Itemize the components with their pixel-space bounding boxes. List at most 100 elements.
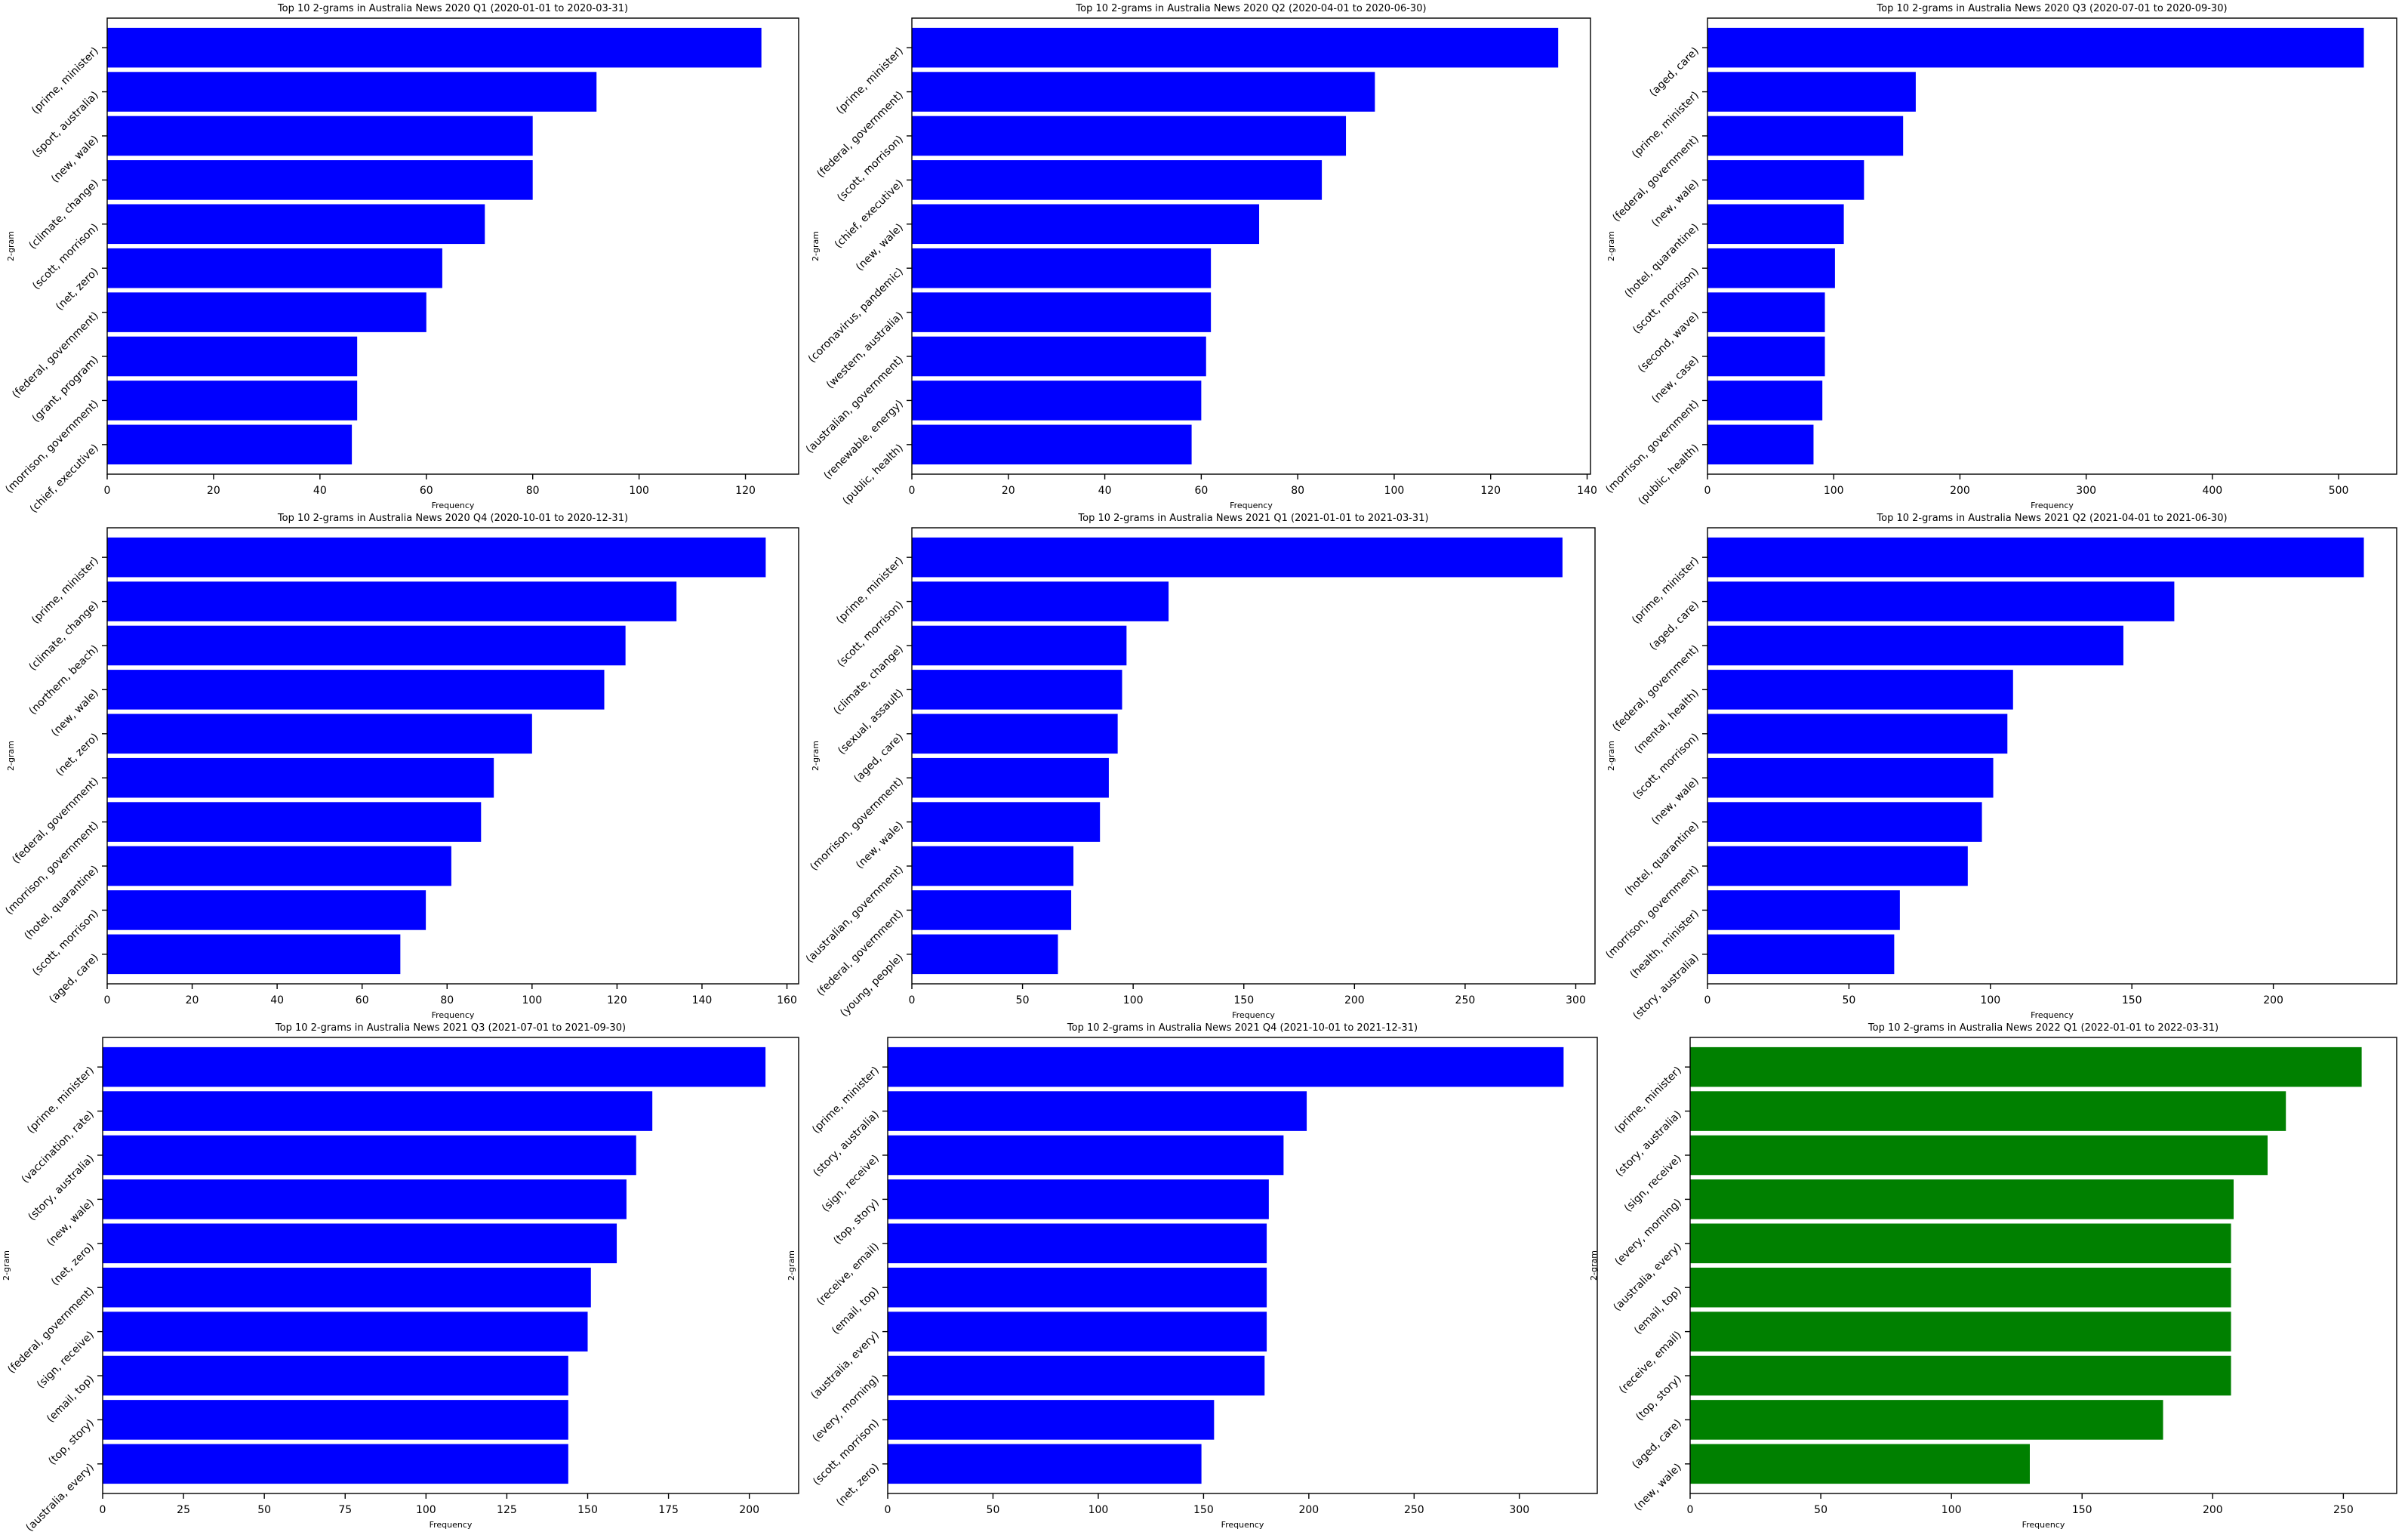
x-tick-label: 300 [1566,994,1586,1006]
chart-3: 0 100 200 300 400 500(aged, care)(prime, mini… [1603,3,2397,510]
bar-5 [1707,714,2008,754]
bar-3 [1707,625,2123,666]
y-tick-label: (net, zero) [54,731,101,778]
bar-8 [107,846,451,886]
bar-5 [1690,1223,2231,1264]
bar-2 [107,72,597,112]
bar-4 [103,1179,627,1219]
chart-title: Top 10 2-grams in Australia News 2022 Q1… [1868,1022,2219,1034]
bar-3 [103,1135,636,1176]
y-axis-label: 2-gram [811,741,821,771]
chart-7: 0 25 50 75 100 125 150 175 200(prime, minister)(… [2,1022,799,1534]
bar-10 [912,424,1192,465]
axes-frame [887,1037,1598,1494]
bar-8 [912,336,1206,377]
x-tick-label: 0 [1704,994,1711,1006]
x-tick-label: 60 [356,994,369,1006]
x-tick-label: 200 [1298,1504,1319,1516]
y-tick-label: (hotel, quarantine) [22,864,100,942]
x-tick-label: 40 [1098,485,1112,497]
x-tick-label: 100 [629,485,649,497]
y-tick-label: (top, story) [46,1417,97,1468]
bar-4 [107,160,533,200]
bar-8 [1690,1355,2231,1396]
x-tick-label: 20 [186,994,199,1006]
axes-frame [911,527,1596,985]
axes-frame [102,1037,799,1494]
bar-1 [107,27,762,68]
x-tick-label: 20 [1002,485,1015,497]
x-tick-label: 120 [607,994,627,1006]
y-axis-label: 2-gram [2,1250,11,1281]
x-tick-label: 200 [2203,1504,2223,1516]
x-tick-label: 50 [1814,1504,1828,1516]
bar-5 [103,1223,617,1264]
y-tick-label: (hotel, quarantine) [1622,819,1701,898]
bar-5 [107,204,485,245]
x-tick-label: 200 [1344,994,1365,1006]
bar-10 [103,1444,568,1484]
x-tick-label: 100 [416,1504,436,1516]
bar-5 [107,714,532,754]
x-axis-label: Frequency [430,1520,473,1530]
bar-9 [1707,890,1900,930]
axes-frame [1707,527,2397,985]
x-tick-label: 75 [338,1504,352,1516]
chart-9: 0 50 100 150 200 250(prime, minister)(story, … [1589,1022,2397,1530]
bar-8 [107,336,358,377]
x-tick-label: 120 [1480,485,1501,497]
x-tick-label: 50 [257,1504,271,1516]
x-tick-label: 80 [1291,485,1304,497]
bar-2 [107,581,677,621]
bar-4 [107,670,605,710]
bar-7 [103,1312,588,1352]
y-tick-label: (federal, government) [1610,133,1701,224]
x-axis-label: Frequency [2031,501,2074,510]
x-tick-label: 160 [777,994,797,1006]
chart-4: 0 20 40 60 80 100 120 140 160(prime, minister)(c… [3,513,799,1020]
y-axis-label: 2-gram [1606,741,1616,771]
x-tick-label: 100 [1980,994,2000,1006]
bar-10 [1690,1444,2030,1484]
chart-title: Top 10 2-grams in Australia News 2020 Q3… [1876,3,2227,14]
chart-title: Top 10 2-grams in Australia News 2020 Q4… [277,513,628,524]
x-tick-label: 250 [1404,1504,1424,1516]
bar-6 [912,248,1212,288]
x-tick-label: 150 [1233,994,1254,1006]
y-tick-label: (morrison, government) [1603,398,1701,496]
x-tick-label: 150 [2122,994,2142,1006]
x-tick-label: 140 [1577,485,1597,497]
x-tick-label: 40 [270,994,284,1006]
bar-4 [888,1179,1269,1219]
x-tick-label: 400 [2202,485,2222,497]
bar-7 [912,802,1101,842]
y-tick-label: (federal, government) [10,310,101,401]
axes-frame [1689,1037,2397,1494]
x-tick-label: 150 [2072,1504,2092,1516]
bar-10 [1707,424,1814,465]
y-tick-label: (morrison, government) [1603,864,1701,962]
x-tick-label: 0 [1687,1504,1694,1516]
y-axis-label: 2-gram [6,741,16,771]
x-tick-label: 50 [1842,994,1855,1006]
bar-1 [888,1046,1564,1087]
y-tick-label: (net, zero) [834,1461,882,1509]
bar-3 [912,116,1347,156]
bar-6 [107,248,442,288]
x-tick-label: 80 [526,485,540,497]
bar-2 [1707,581,2175,621]
bar-8 [1707,846,1968,886]
y-tick-label: (federal, government) [1610,643,1701,734]
bar-6 [103,1267,591,1308]
chart-title: Top 10 2-grams in Australia News 2021 Q2… [1876,513,2227,524]
x-axis-label: Frequency [1232,1010,1275,1020]
bar-7 [912,292,1212,332]
y-axis-label: 2-gram [787,1250,796,1281]
bar-9 [107,381,358,421]
y-tick-label: (federal, government) [814,89,906,180]
x-tick-label: 300 [1509,1504,1529,1516]
bar-1 [912,27,1559,68]
chart-8: 0 50 100 150 200 250 300(prime, minister)(stor… [787,1022,1598,1530]
x-tick-label: 50 [1016,994,1030,1006]
chart-5: 0 50 100 150 200 250 300(prime, minister)(scot… [804,513,1596,1020]
